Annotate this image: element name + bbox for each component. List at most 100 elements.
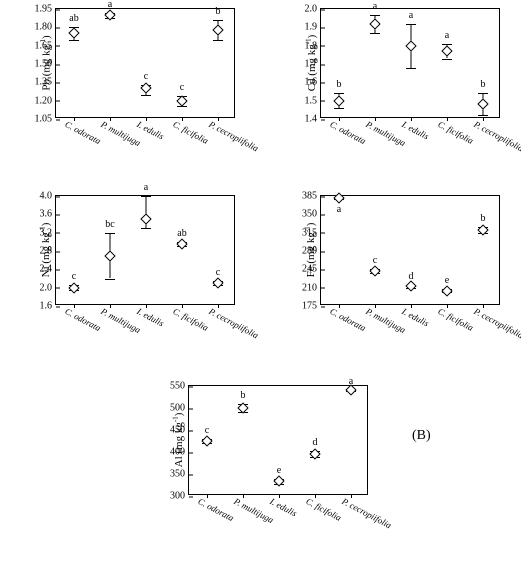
mean-marker [441,45,452,56]
mean-marker [333,95,344,106]
ytick: 2.0 [40,282,57,293]
ytick: 1.95 [35,4,57,15]
significance-label: e [445,275,449,286]
panel-cd: Cd (mg kg-1)1.41.51.61.71.81.92.0C. odor… [320,8,500,118]
error-cap [442,59,452,60]
xlabel-species: P. cecropiifolia [207,306,260,340]
mean-marker [212,277,223,288]
xlabel-species: C. odorata [63,119,102,146]
ytick: 4.0 [40,191,57,202]
panel-fe: Fe (mg kg-1)175210245280315350385C. odor… [320,195,500,305]
ytick: 1.8 [305,40,322,51]
xlabel-species: C. odorata [328,119,367,146]
mean-marker [333,192,344,203]
xtick-mark [74,117,75,121]
figure-root: (B) Pb (mg kg-1)1.051.201.351.501.651.80… [0,0,521,561]
mean-marker [104,9,115,20]
xlabel-species: P. cecropiifolia [472,306,521,340]
mean-marker [405,280,416,291]
error-cap [141,95,151,96]
xlabel-species: P. multijuga [364,306,407,335]
mean-marker [176,238,187,249]
xtick-mark [339,304,340,308]
error-cap [478,93,488,94]
mean-marker [140,213,151,224]
significance-label: e [277,465,281,476]
xtick-mark [110,304,111,308]
xlabel-species: C. odorata [196,496,235,523]
xlabel-species: C. ficifolia [171,119,210,146]
ytick: 350 [170,469,189,480]
mean-marker [273,476,284,487]
ytick: 245 [302,264,321,275]
mean-marker [477,99,488,110]
error-cap [478,115,488,116]
ytick: 1.65 [35,40,57,51]
xlabel-species: P. multijuga [99,306,142,335]
ytick: 1.9 [305,22,322,33]
significance-label: b [481,213,486,224]
significance-label: bc [105,219,114,230]
significance-label: c [144,71,148,82]
mean-marker [477,224,488,235]
significance-label: a [349,376,353,387]
xtick-mark [218,304,219,308]
significance-label: c [216,267,220,278]
xtick-mark [351,494,352,498]
ytick: 1.80 [35,22,57,33]
xlabel-species: P. multijuga [232,496,275,525]
significance-label: c [373,255,377,266]
xlabel-species: C. ficifolia [171,306,210,333]
error-cap [213,40,223,41]
significance-label: d [313,437,318,448]
significance-label: b [241,390,246,401]
ytick: 1.05 [35,114,57,125]
ylabel-al: Al (mg kg-1) [172,413,186,468]
significance-label: c [180,82,184,93]
ytick: 3.2 [40,227,57,238]
ytick: 1.50 [35,59,57,70]
ytick: 2.8 [40,246,57,257]
significance-label: a [144,182,148,193]
xtick-mark [411,304,412,308]
panel-pb: Pb (mg kg-1)1.051.201.351.501.651.801.95… [55,8,235,118]
xtick-mark [483,117,484,121]
xtick-mark [146,304,147,308]
ytick: 3.6 [40,209,57,220]
significance-label: b [216,6,221,17]
mean-marker [405,40,416,51]
ytick: 1.4 [305,114,322,125]
error-cap [141,228,151,229]
significance-label: c [72,271,76,282]
xtick-mark [375,304,376,308]
error-cap [406,68,416,69]
panel-label-B: (B) [412,428,431,444]
mean-marker [369,18,380,29]
panel-ni: Ni (mg kg-1)1.62.02.42.83.23.64.0C. odor… [55,195,235,305]
mean-marker [68,28,79,39]
significance-label: a [409,10,413,21]
error-cap [105,279,115,280]
error-cap [370,33,380,34]
error-cap [141,196,151,197]
error-cap [69,40,79,41]
ytick: 550 [170,381,189,392]
significance-label: c [205,425,209,436]
xtick-mark [411,117,412,121]
error-cap [406,24,416,25]
panel-al: Al (mg kg-1)300350400450500550C. odorata… [188,385,368,495]
xlabel-species: C. odorata [63,306,102,333]
mean-marker [369,265,380,276]
xlabel-species: C. odorata [328,306,367,333]
xtick-mark [74,304,75,308]
xlabel-species: C. ficifolia [436,306,475,333]
xtick-mark [182,304,183,308]
ytick: 1.6 [305,77,322,88]
significance-label: d [409,271,414,282]
ytick: 400 [170,447,189,458]
mean-marker [68,282,79,293]
ytick: 1.6 [40,301,57,312]
significance-label: b [337,79,342,90]
xtick-mark [279,494,280,498]
ytick: 280 [302,246,321,257]
